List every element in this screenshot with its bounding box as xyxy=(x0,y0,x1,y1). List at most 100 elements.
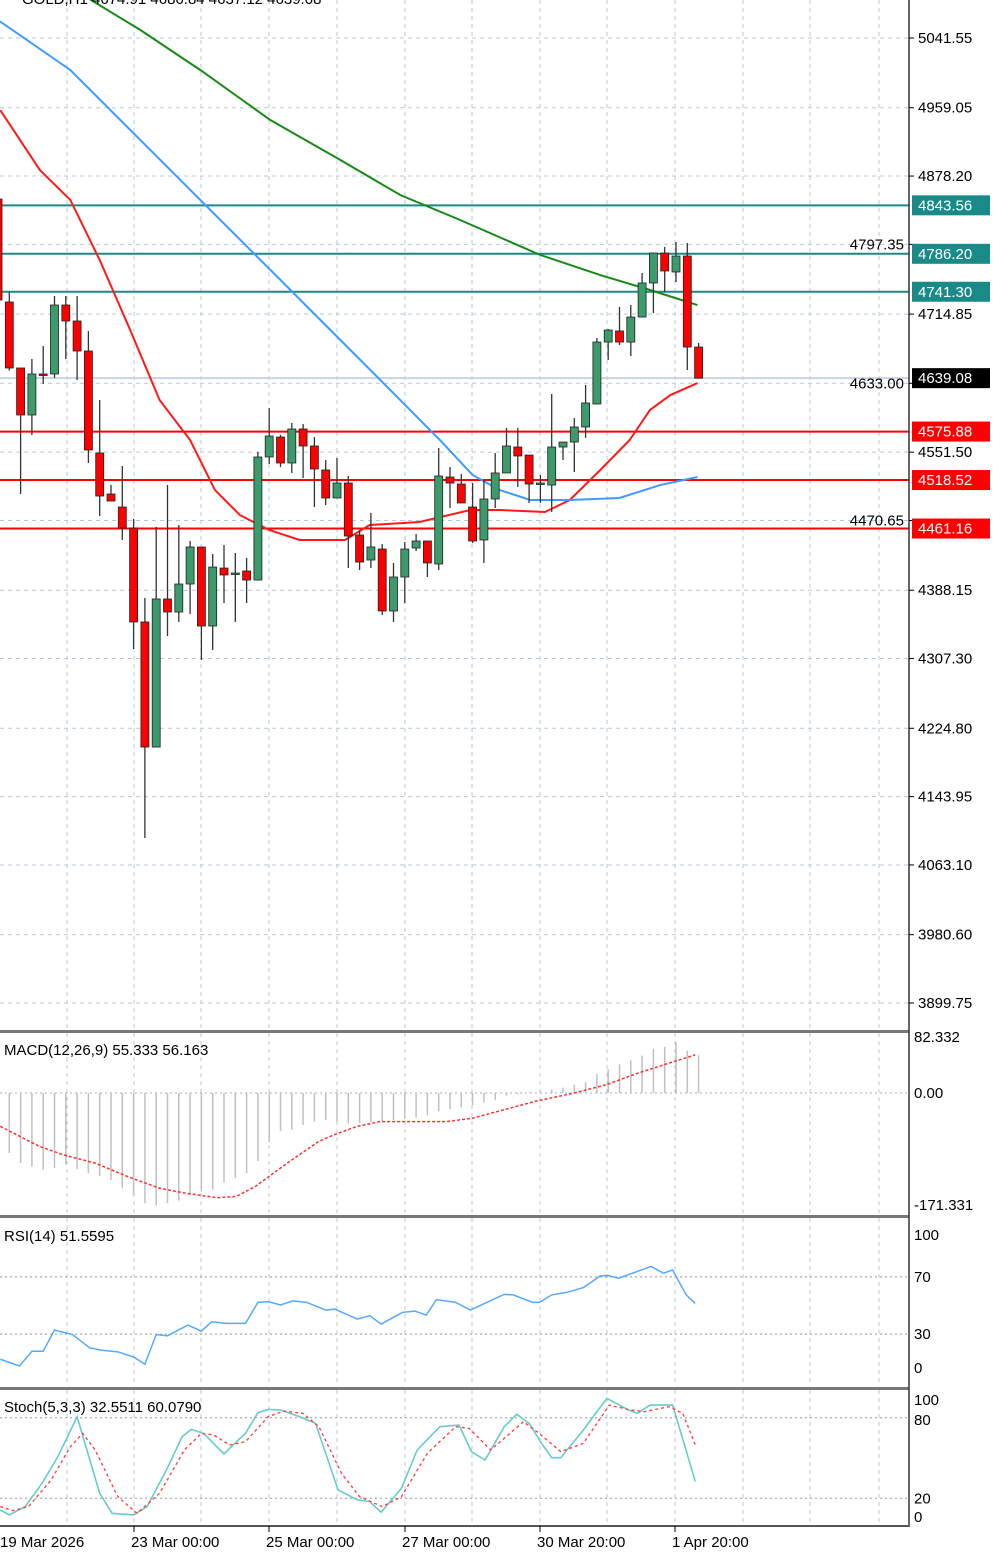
bullish-candle xyxy=(490,472,500,500)
bearish-candle xyxy=(682,255,692,348)
rsi-tick-label: 30 xyxy=(914,1326,931,1343)
bullish-candle xyxy=(174,583,184,613)
price-axis[interactable]: 5041.55 4959.05 4878.20 4797.35 4714.85 4633.… xyxy=(850,30,990,1526)
bearish-candle xyxy=(660,252,670,272)
bullish-candle xyxy=(671,255,681,273)
bullish-candle xyxy=(230,572,240,575)
price-tick-label: 4959.05 xyxy=(918,100,972,117)
support-price-label: 4575.88 xyxy=(918,424,972,441)
resistance-price-tag xyxy=(912,243,990,264)
bullish-candle xyxy=(264,435,274,458)
bearish-candle xyxy=(298,428,308,447)
macd-tick-label: -171.331 xyxy=(914,1197,973,1214)
time-tick-label: 19 Mar 2026 xyxy=(0,1534,84,1551)
price-tick-label: 4470.65 xyxy=(850,513,904,530)
bearish-candle xyxy=(456,483,466,504)
bullish-candle xyxy=(592,341,602,405)
stoch-panel xyxy=(0,1397,696,1516)
current-price-tag xyxy=(912,368,990,389)
time-tick-label: 27 Mar 00:00 xyxy=(402,1534,490,1551)
time-tick-label: 23 Mar 00:00 xyxy=(131,1534,219,1551)
bullish-candle xyxy=(558,441,568,448)
time-tick-label: 30 Mar 20:00 xyxy=(537,1534,625,1551)
bearish-candle xyxy=(219,567,229,576)
bullish-candle xyxy=(649,252,658,284)
bullish-candle xyxy=(287,428,297,464)
bearish-candle xyxy=(377,548,387,612)
rsi-tick-label: 0 xyxy=(914,1360,922,1377)
bullish-candle xyxy=(502,445,511,474)
support-price-label: 4518.52 xyxy=(918,472,972,489)
bearish-candle xyxy=(4,301,14,369)
resistance-price-label: 4843.56 xyxy=(918,197,972,214)
support-price-tag xyxy=(912,421,990,442)
moving-averages xyxy=(0,0,698,541)
stoch-main-line xyxy=(0,1397,696,1516)
price-tick-label: 4063.10 xyxy=(918,857,972,874)
bullish-candle xyxy=(637,282,647,318)
moving-average-ma_slow xyxy=(89,0,698,306)
price-tick-label: 4388.15 xyxy=(918,582,972,599)
rsi-panel xyxy=(0,1265,696,1367)
stoch-tick-label: 100 xyxy=(914,1392,939,1409)
bullish-candle xyxy=(603,329,613,343)
bullish-candle xyxy=(411,540,421,549)
stoch-tick-label: 80 xyxy=(914,1412,931,1429)
resistance-price-tag xyxy=(912,281,990,302)
resistance-price-label: 4741.30 xyxy=(918,284,972,301)
bearish-candle xyxy=(445,476,455,484)
support-price-tag xyxy=(912,518,990,539)
bullish-candle xyxy=(536,482,545,485)
price-tick-label: 4714.85 xyxy=(918,306,972,323)
bearish-candle xyxy=(72,320,82,352)
price-tick-label: 4307.30 xyxy=(918,651,972,668)
bearish-candle xyxy=(321,469,331,499)
candles xyxy=(0,198,703,838)
bullish-candle xyxy=(400,548,410,578)
price-tick-label: 3980.60 xyxy=(918,927,972,944)
rsi-tick-label: 100 xyxy=(914,1227,939,1244)
bearish-candle xyxy=(117,506,127,529)
price-tick-label: 4224.80 xyxy=(918,720,972,737)
stoch-tick-label: 0 xyxy=(914,1509,922,1526)
bearish-candle xyxy=(422,540,432,564)
bearish-candle xyxy=(196,546,206,627)
bearish-candle xyxy=(95,452,105,497)
price-tick-label: 4878.20 xyxy=(918,168,972,185)
horizontal-levels xyxy=(0,204,909,530)
bullish-candle xyxy=(151,598,161,748)
bullish-candle xyxy=(332,482,342,499)
bullish-candle xyxy=(366,546,376,561)
moving-average-ma_mid xyxy=(0,20,698,502)
panel-separator xyxy=(0,1215,909,1218)
resistance-price-tag xyxy=(912,195,990,216)
rsi-line xyxy=(0,1265,696,1367)
bearish-candle xyxy=(106,493,116,502)
bearish-candle xyxy=(524,454,534,485)
stoch-signal-line xyxy=(0,1404,696,1515)
bearish-candle xyxy=(343,482,353,537)
bearish-candle xyxy=(242,570,252,581)
bullish-candle xyxy=(581,402,590,428)
panel-separator xyxy=(0,1387,909,1390)
bullish-candle xyxy=(389,576,398,612)
bearish-candle xyxy=(38,373,48,376)
bullish-candle xyxy=(253,456,263,581)
price-tick-label: 3899.75 xyxy=(918,995,972,1012)
price-tick-label: 4143.95 xyxy=(918,789,972,806)
resistance-price-label: 4786.20 xyxy=(918,246,972,263)
time-axis[interactable]: 19 Mar 2026 23 Mar 00:00 25 Mar 00:00 27 Ma… xyxy=(0,1526,749,1551)
bullish-candle xyxy=(434,475,444,565)
support-price-tag xyxy=(912,470,990,491)
bearish-candle xyxy=(615,330,624,343)
bearish-candle xyxy=(129,527,139,623)
stoch-tick-label: 20 xyxy=(914,1490,931,1507)
grid xyxy=(0,0,909,1525)
chart-header: GOLD,H1 4674.91 4686.84 4637.12 4639.08 xyxy=(22,0,321,8)
bearish-candle xyxy=(276,436,285,464)
price-tick-label: 4633.00 xyxy=(850,375,904,392)
macd-label: MACD(12,26,9) 55.333 56.163 xyxy=(4,1042,208,1059)
bullish-candle xyxy=(50,304,59,375)
bearish-candle xyxy=(140,621,150,748)
